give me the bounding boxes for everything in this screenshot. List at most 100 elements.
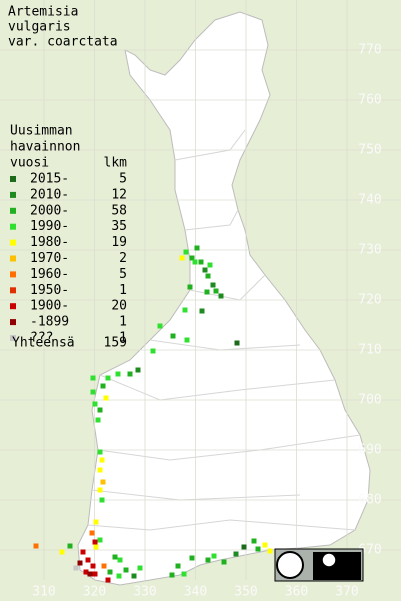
legend-swatch (10, 176, 16, 182)
observation (187, 284, 193, 290)
observation (92, 571, 98, 577)
observation (93, 519, 99, 525)
observation (255, 546, 261, 552)
observation (207, 262, 213, 268)
observation (103, 395, 109, 401)
observation (199, 308, 205, 314)
observation (241, 544, 247, 550)
observation (77, 560, 83, 566)
legend-swatch (10, 271, 16, 278)
y-axis-label: 710 (358, 343, 381, 358)
observation (157, 323, 163, 329)
legend-label: 1980- (30, 235, 69, 250)
observation (137, 565, 143, 571)
observation (92, 539, 98, 545)
legend-count: 19 (111, 235, 127, 250)
observation (175, 563, 181, 569)
observation (87, 571, 93, 577)
observation (205, 557, 211, 563)
total-label: Yhteensä (12, 336, 75, 351)
observation (210, 282, 216, 288)
observation (234, 340, 240, 346)
legend-count: 1 (119, 283, 127, 298)
observation (131, 573, 137, 579)
observation (205, 273, 211, 279)
observation (83, 569, 89, 575)
observation (262, 542, 268, 548)
observation (59, 549, 65, 555)
observation (198, 259, 204, 265)
legend-count: 12 (111, 187, 127, 202)
observation (182, 307, 188, 313)
observation (189, 255, 195, 261)
legend-count: 5 (119, 172, 127, 187)
observation (117, 557, 123, 563)
legend-count: 1 (119, 315, 127, 330)
observation (213, 288, 219, 294)
legend-label: 2015- (30, 172, 69, 187)
finland (77, 11, 371, 586)
observation (183, 249, 189, 255)
legend-label: 1960- (30, 267, 69, 282)
y-axis-label: 770 (358, 43, 381, 58)
legend-swatch (10, 207, 16, 214)
observation (101, 563, 107, 569)
y-axis-label: 680 (358, 493, 381, 508)
observation (189, 555, 195, 561)
observation (95, 417, 101, 423)
y-axis-label: 690 (358, 443, 381, 458)
y-axis-label: 740 (358, 193, 381, 208)
legend-count: 5 (119, 267, 127, 282)
legend-count: 20 (111, 299, 127, 314)
observation (67, 543, 73, 549)
observation (251, 538, 257, 544)
legend-heading: vuosi (10, 156, 49, 171)
observation (90, 375, 96, 381)
y-axis-label: 720 (358, 293, 381, 308)
observation (100, 479, 106, 485)
observation (169, 572, 175, 578)
legend-count: 35 (111, 219, 127, 234)
observation (170, 333, 176, 339)
legend-label: 2010- (30, 187, 69, 202)
x-axis-label: 340 (184, 585, 207, 600)
legend-label: 1970- (30, 251, 69, 266)
cc-icon (276, 551, 304, 579)
observation (135, 367, 141, 373)
observation (150, 348, 156, 354)
legend-swatch (10, 335, 16, 341)
license-badge (274, 548, 364, 582)
title-line: vulgaris (8, 20, 71, 35)
observation (218, 293, 224, 299)
observation (107, 569, 113, 575)
observation (184, 337, 190, 343)
observation (85, 557, 91, 563)
legend-swatch (10, 239, 16, 246)
legend-heading: havainnon (10, 140, 80, 155)
legend-label: 1900- (30, 299, 69, 314)
x-axis-label: 370 (335, 585, 358, 600)
legend-heading: Uusimman (10, 124, 73, 139)
x-axis-label: 310 (32, 585, 55, 600)
badge-dark (313, 552, 361, 571)
observation (105, 577, 111, 583)
title-line: var. coarctata (8, 35, 118, 50)
observation (123, 567, 129, 573)
y-axis-label: 730 (358, 243, 381, 258)
observation (211, 553, 217, 559)
observation (73, 565, 79, 571)
observation (267, 548, 273, 554)
observation (204, 289, 210, 295)
y-axis-label: 700 (358, 393, 381, 408)
observation (97, 407, 103, 413)
observation (181, 571, 187, 577)
x-axis-label: 350 (234, 585, 257, 600)
observation (99, 497, 105, 503)
observation (112, 554, 118, 560)
observation (100, 383, 106, 389)
badge-by (313, 571, 361, 580)
observation (221, 559, 227, 565)
legend-label: 1950- (30, 283, 69, 298)
